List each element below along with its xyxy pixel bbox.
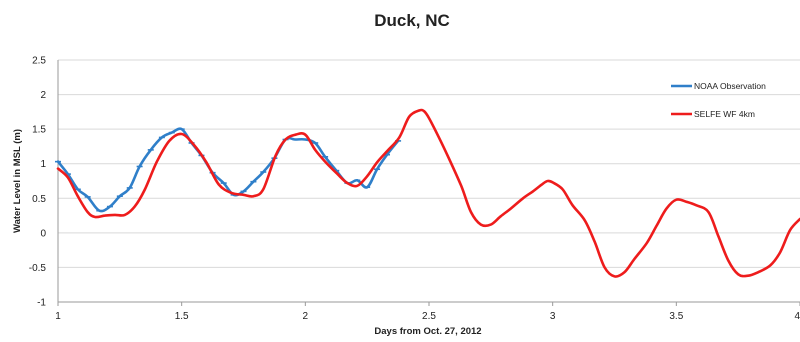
x-tick-label: 4 xyxy=(794,311,800,322)
x-axis-label: Days from Oct. 27, 2012 xyxy=(374,326,481,337)
y-axis-ticks: -1 -0.5 0 0.5 1 1.5 2 2.5 xyxy=(29,56,47,309)
series-selfe-wf-4km xyxy=(56,108,800,278)
y-tick-label: -1 xyxy=(37,298,46,309)
series-line xyxy=(56,108,800,278)
y-tick-label: -0.5 xyxy=(29,263,47,274)
x-tick-label: 3.5 xyxy=(669,311,683,322)
series xyxy=(55,108,800,278)
y-tick-label: 0.5 xyxy=(32,194,46,205)
y-tick-label: 2.5 xyxy=(32,56,46,67)
grid xyxy=(58,59,800,268)
x-tick-label: 2 xyxy=(303,311,309,322)
legend: NOAA Observation SELFE WF 4km xyxy=(671,81,766,119)
y-tick-label: 1 xyxy=(40,159,46,170)
legend-item: NOAA Observation xyxy=(671,81,766,91)
x-tick-label: 3 xyxy=(550,311,556,322)
y-axis-label: Water Level in MSL (m) xyxy=(12,129,23,233)
legend-label: SELFE WF 4km xyxy=(694,109,755,119)
y-tick-label: 2 xyxy=(40,90,46,101)
y-tick-label: 1.5 xyxy=(32,125,46,136)
legend-item: SELFE WF 4km xyxy=(671,109,755,119)
x-axis-ticks: 1 1.5 2 2.5 3 3.5 4 xyxy=(55,302,800,322)
x-tick-label: 2.5 xyxy=(422,311,436,322)
x-tick-label: 1.5 xyxy=(175,311,189,322)
chart-title: Duck, NC xyxy=(374,11,450,30)
x-tick-label: 1 xyxy=(55,311,61,322)
y-tick-label: 0 xyxy=(40,228,46,239)
legend-label: NOAA Observation xyxy=(694,81,766,91)
